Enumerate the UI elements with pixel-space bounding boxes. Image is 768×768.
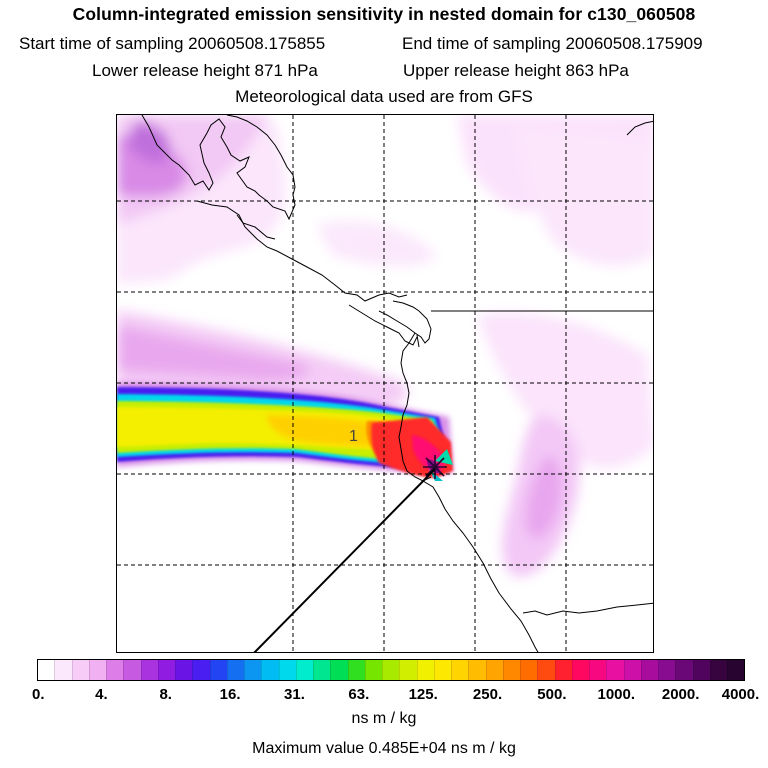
colorbar-segment: [520, 660, 538, 680]
colorbar-segment: [209, 660, 227, 680]
colorbar-segment: [71, 660, 89, 680]
colorbar-tick-label: 250.: [472, 686, 503, 703]
colorbar-segment: [589, 660, 607, 680]
colorbar-segment: [537, 660, 555, 680]
cluster-number-label: 1: [349, 428, 358, 445]
start-time-label: Start time of sampling 20060508.175855: [19, 34, 326, 53]
colorbar-segment: [313, 660, 331, 680]
colorbar-segment: [175, 660, 193, 680]
colorbar-tick-label: 0.: [31, 686, 45, 703]
colorbar-segment: [226, 660, 244, 680]
colorbar-segment: [709, 660, 727, 680]
colorbar-segment: [347, 660, 365, 680]
colorbar-segment: [416, 660, 434, 680]
colorbar-segment: [433, 660, 451, 680]
colorbar-segment: [640, 660, 658, 680]
colorbar-segment: [54, 660, 72, 680]
colorbar-tick-label: 16.: [219, 686, 241, 703]
upper-release-label: Upper release height 863 hPa: [403, 61, 629, 80]
colorbar-tick-label: 31.: [284, 686, 305, 703]
colorbar-tick-label: 500.: [537, 686, 567, 703]
colorbar-segment: [364, 660, 382, 680]
colorbar-segment: [278, 660, 296, 680]
colorbar-segment: [295, 660, 313, 680]
low-sensitivity-field: [117, 115, 653, 577]
colorbar-segment: [502, 660, 520, 680]
met-data-label: Meteorological data used are from GFS: [235, 87, 533, 106]
colorbar-segment: [623, 660, 641, 680]
colorbar-segment: [468, 660, 486, 680]
colorbar-ticks: 0. 4. 8. 16. 31. 63. 125. 250. 500. 1000. 2000. 400…: [0, 686, 768, 706]
colorbar-segment: [692, 660, 710, 680]
colorbar-tick-label: 125.: [408, 686, 438, 703]
colorbar-segment: [554, 660, 572, 680]
colorbar-segment: [675, 660, 693, 680]
colorbar-segment: [658, 660, 676, 680]
colorbar-segment: [157, 660, 175, 680]
flight-track: [253, 468, 436, 652]
colorbar-segment: [451, 660, 469, 680]
plume: [117, 382, 453, 481]
colorbar-segment: [485, 660, 503, 680]
graticule: [117, 115, 653, 652]
colorbar-segment: [382, 660, 400, 680]
colorbar-segment: [571, 660, 589, 680]
colorbar-segment: [261, 660, 279, 680]
colorbar-segment: [606, 660, 624, 680]
colorbar-tick-label: 4.: [95, 686, 108, 703]
colorbar-segment: [244, 660, 262, 680]
map-svg: 1: [117, 115, 653, 652]
max-value-label: Maximum value 0.485E+04 ns m / kg: [252, 740, 516, 757]
colorbar-tick-label: 63.: [348, 686, 370, 703]
colorbar-segment: [330, 660, 348, 680]
colorbar-segment: [106, 660, 124, 680]
sensitivity-map: 1: [116, 114, 654, 653]
colorbar-segment: [123, 660, 141, 680]
colorbar-tick-label: 2000.: [661, 686, 700, 703]
page-title: Column-integrated emission sensitivity i…: [72, 4, 696, 24]
colorbar-segment: [38, 660, 55, 680]
colorbar: [37, 659, 745, 681]
colorbar-segment: [140, 660, 158, 680]
colorbar-segment: [727, 660, 745, 680]
colorbar-tick-label: 1000.: [597, 686, 636, 703]
end-time-label: End time of sampling 20060508.175909: [402, 34, 703, 53]
colorbar-units: ns m / kg: [351, 710, 417, 727]
colorbar-segment: [88, 660, 106, 680]
lower-release-label: Lower release height 871 hPa: [92, 61, 318, 80]
receptor-marker: [423, 455, 447, 479]
colorbar-tick-label: 8.: [159, 686, 172, 703]
colorbar-segment: [399, 660, 417, 680]
colorbar-tick-label: 4000.: [721, 686, 760, 703]
coastline: [141, 115, 653, 652]
colorbar-segment: [192, 660, 210, 680]
